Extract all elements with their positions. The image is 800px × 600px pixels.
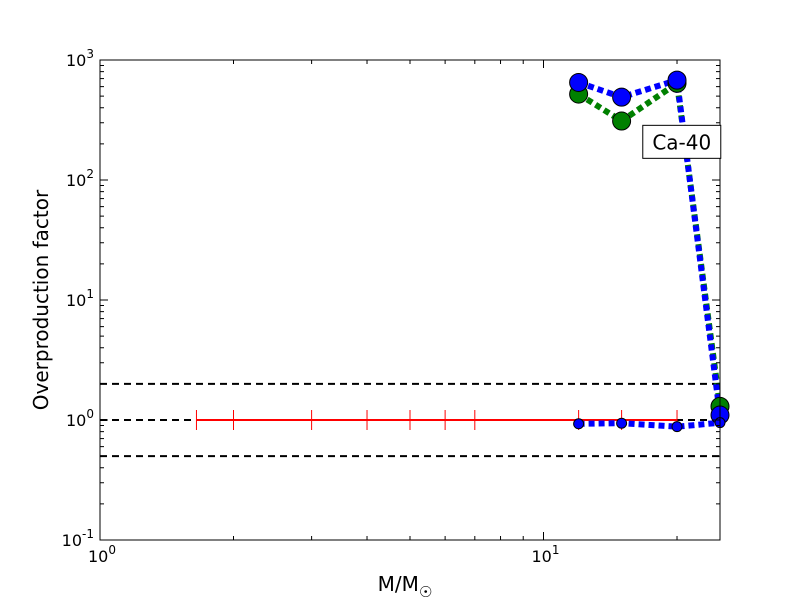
series-2-point-0 bbox=[569, 72, 589, 92]
y-axis-label: Overproduction factor bbox=[29, 189, 53, 410]
series-2-point-1 bbox=[612, 87, 632, 107]
y-tick-label: 100 bbox=[66, 407, 94, 430]
y-tick-label: 102 bbox=[66, 167, 94, 190]
series-3-point-2 bbox=[671, 421, 683, 433]
sun-symbol: ☉ bbox=[419, 583, 432, 600]
series-3-point-1 bbox=[616, 417, 628, 429]
y-axis-title: Overproduction factor bbox=[29, 189, 53, 410]
x-tick-label: 100 bbox=[88, 543, 116, 566]
series-layer bbox=[196, 76, 720, 430]
annotation-frame bbox=[642, 124, 722, 159]
tick-layer bbox=[99, 59, 720, 541]
y-tick-label: 101 bbox=[66, 287, 94, 310]
series-1-line bbox=[577, 78, 720, 407]
series-2-line bbox=[577, 76, 720, 416]
y-tick-label: 10-1 bbox=[62, 527, 94, 550]
x-axis-title: M/M☉ bbox=[378, 572, 433, 600]
series-3-line bbox=[578, 419, 720, 430]
series-2-point-2 bbox=[667, 70, 687, 90]
x-axis-label: M/M☉ bbox=[378, 572, 433, 600]
annotation-label: Ca-40 bbox=[652, 130, 711, 154]
y-tick-label: 103 bbox=[66, 47, 94, 70]
plot-frame bbox=[99, 59, 721, 541]
x-tick-label: 101 bbox=[532, 543, 560, 566]
annotation-box: Ca-40 bbox=[642, 124, 722, 159]
series-1-point-1 bbox=[612, 111, 632, 131]
series-3-point-0 bbox=[573, 418, 585, 430]
